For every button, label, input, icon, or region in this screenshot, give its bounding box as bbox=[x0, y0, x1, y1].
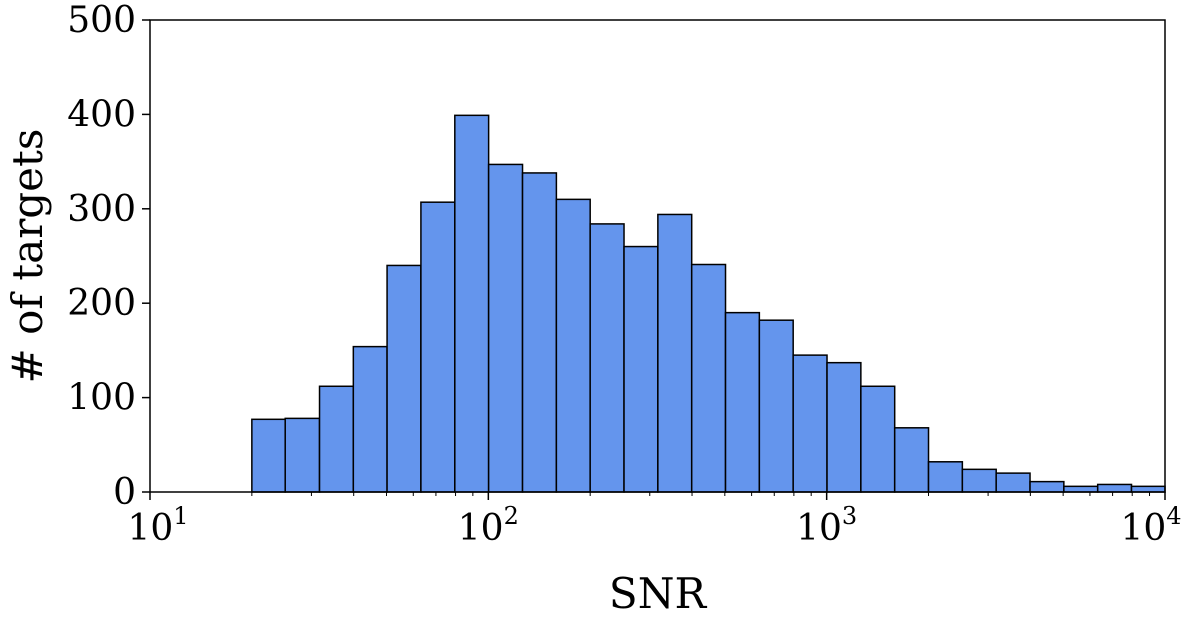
histogram-bar bbox=[1029, 480, 1065, 493]
histogram-bar bbox=[1063, 485, 1099, 493]
y-tick-label: 400 bbox=[67, 94, 136, 135]
plot-frame bbox=[149, 19, 1166, 493]
histogram-bar bbox=[318, 385, 355, 493]
y-tick-label: 100 bbox=[67, 378, 136, 419]
histogram-bar bbox=[521, 172, 558, 493]
y-tick-label: 0 bbox=[113, 472, 136, 513]
x-tick-label: 103 bbox=[796, 502, 857, 549]
histogram-bar bbox=[386, 264, 422, 493]
histogram-bar bbox=[758, 319, 794, 493]
histogram-bar bbox=[893, 427, 930, 493]
histogram-bar bbox=[657, 213, 693, 493]
histogram-bar bbox=[961, 468, 997, 493]
histogram-bar bbox=[454, 114, 490, 493]
histogram-bar bbox=[690, 263, 727, 493]
x-axis: 101 102 103 104 bbox=[127, 492, 1182, 549]
histogram-bar bbox=[352, 345, 388, 493]
y-tick-label: 200 bbox=[67, 283, 136, 324]
histogram-bar bbox=[589, 223, 625, 493]
histogram-bar bbox=[792, 354, 828, 493]
x-tick-label: 102 bbox=[458, 502, 519, 549]
y-axis: 0 100 200 300 400 500 bbox=[67, 0, 150, 513]
y-axis-title: # of targets bbox=[3, 129, 52, 384]
histogram-bar bbox=[623, 245, 659, 493]
histogram-bar bbox=[1130, 485, 1166, 493]
histogram-bar bbox=[251, 418, 286, 493]
x-tick-label: 104 bbox=[1120, 502, 1181, 549]
x-tick-label: 101 bbox=[127, 502, 188, 549]
x-axis-title: SNR bbox=[609, 569, 708, 618]
y-tick-label: 300 bbox=[67, 189, 136, 230]
histogram-bar bbox=[1096, 483, 1133, 493]
histogram-bar bbox=[724, 311, 761, 493]
histogram-bar bbox=[927, 461, 964, 493]
histogram-bar bbox=[860, 385, 896, 493]
histogram-bar bbox=[420, 201, 456, 493]
bars-group bbox=[251, 114, 1166, 493]
histogram-bar bbox=[487, 163, 524, 493]
y-tick-label: 500 bbox=[67, 0, 136, 41]
histogram-bar bbox=[284, 417, 321, 493]
histogram-bar bbox=[826, 361, 862, 493]
histogram-bar bbox=[555, 198, 591, 493]
histogram-bar bbox=[995, 472, 1031, 493]
